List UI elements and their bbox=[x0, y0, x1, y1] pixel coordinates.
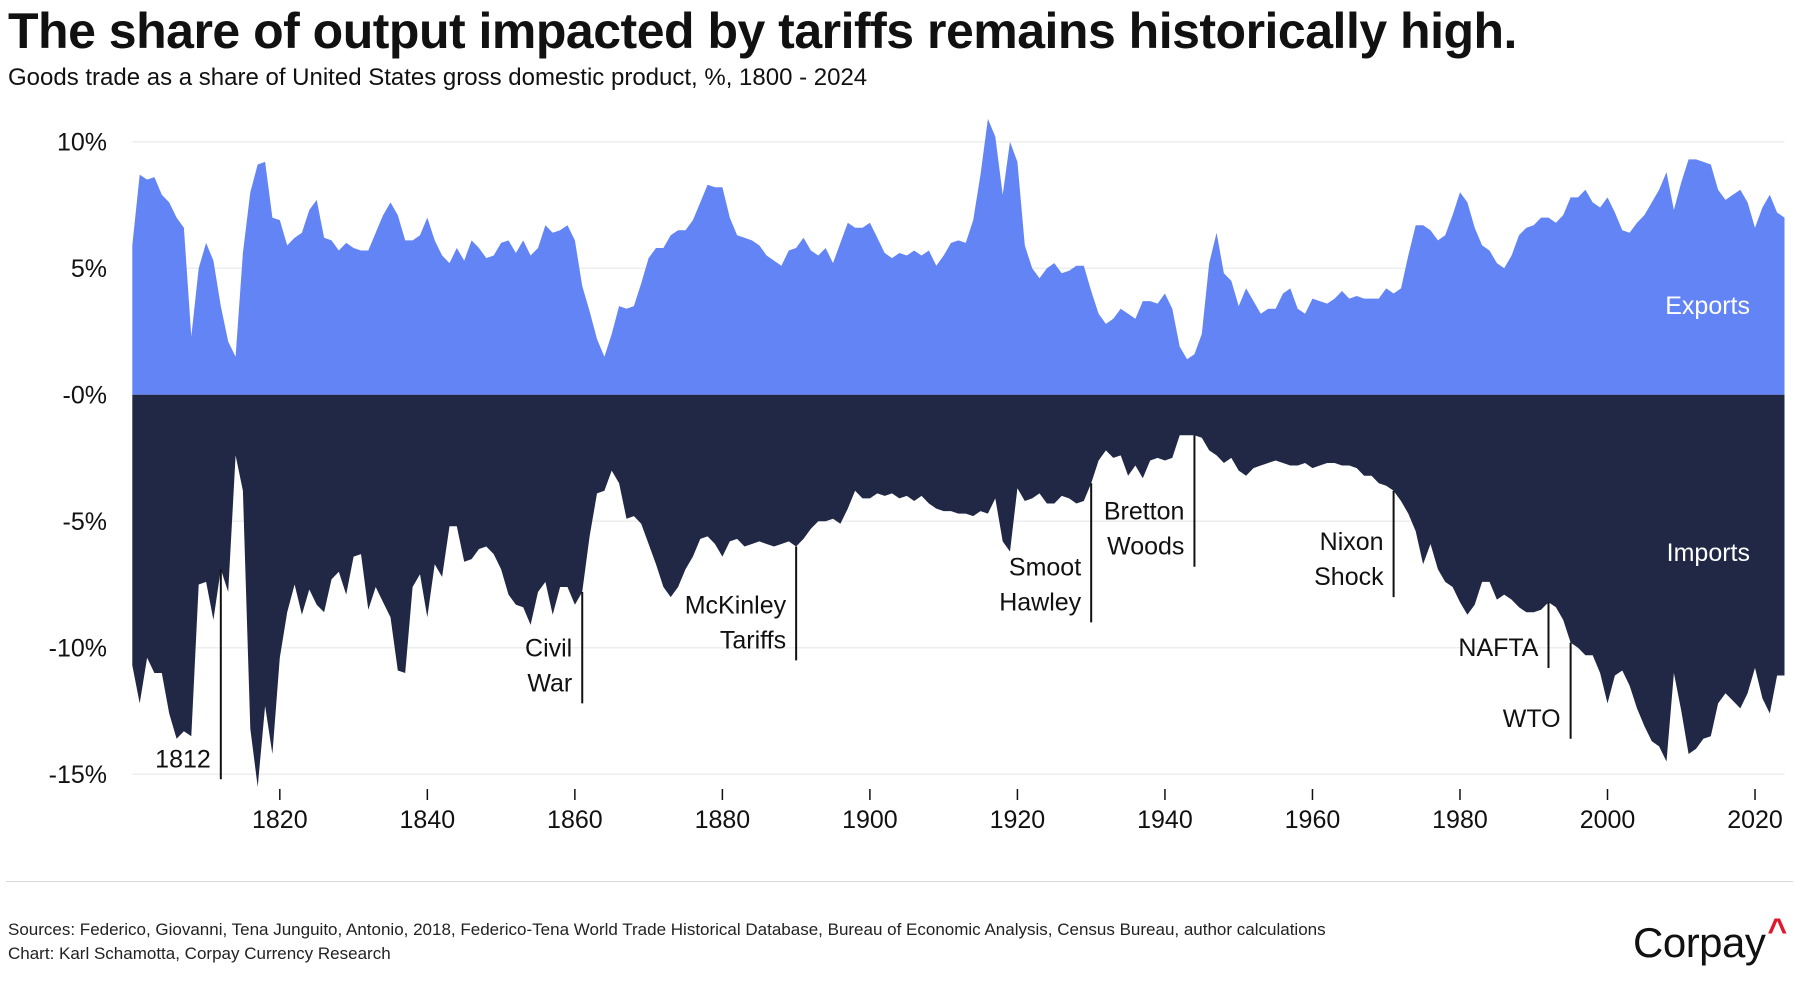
exports-area bbox=[132, 118, 1785, 395]
x-axis: 1820 1840 1860 1880 1900 1920 1940 1960 1980 2000… bbox=[252, 789, 1783, 834]
x-tick-label: 1880 bbox=[695, 806, 751, 834]
corpay-logo: Corpay^ bbox=[1633, 912, 1787, 967]
trade-area-chart: 10% 5% -0% -5% -10% -15% 1820 1840 1860 1880 1900… bbox=[49, 118, 1785, 834]
imports-area bbox=[132, 394, 1785, 787]
annotations: 1812 Civil War McKinley Tariffs Smoot Hawley Br… bbox=[155, 435, 1572, 780]
x-tick-label: 1940 bbox=[1137, 806, 1193, 834]
sources-note: Sources: Federico, Giovanni, Tena Jungui… bbox=[8, 920, 1326, 939]
series-labels: Exports Imports bbox=[1665, 292, 1750, 567]
annotation-label-1812: 1812 bbox=[155, 745, 211, 773]
y-tick-label: 10% bbox=[57, 129, 107, 157]
chart-credit: Chart: Karl Schamotta, Corpay Currency R… bbox=[8, 944, 391, 963]
annotation-label-smoot-hawley: Hawley bbox=[999, 588, 1081, 616]
y-tick-label: -5% bbox=[63, 508, 107, 536]
caret-icon: ^ bbox=[1767, 912, 1787, 950]
x-tick-label: 1900 bbox=[842, 806, 898, 834]
x-tick-label: 1860 bbox=[547, 806, 603, 834]
footer-divider bbox=[6, 881, 1793, 882]
annotation-label-smoot-hawley: Smoot bbox=[1009, 553, 1081, 581]
annotation-label-nixon-shock: Nixon bbox=[1320, 528, 1384, 556]
annotation-label-civil-war: Civil bbox=[525, 634, 572, 662]
y-tick-label: -0% bbox=[63, 382, 107, 410]
annotation-label-nafta: NAFTA bbox=[1458, 634, 1538, 662]
exports-label: Exports bbox=[1665, 292, 1750, 320]
annotation-label-mckinley-tariffs: Tariffs bbox=[720, 626, 786, 654]
imports-label: Imports bbox=[1667, 539, 1750, 567]
y-axis: 10% 5% -0% -5% -10% -15% bbox=[49, 129, 107, 790]
annotation-label-bretton-woods: Bretton bbox=[1104, 498, 1185, 526]
area-series bbox=[132, 118, 1785, 787]
annotation-label-bretton-woods: Woods bbox=[1107, 533, 1184, 561]
x-tick-label: 1920 bbox=[990, 806, 1046, 834]
chart-subtitle: Goods trade as a share of United States … bbox=[8, 64, 868, 91]
x-tick-label: 2000 bbox=[1580, 806, 1636, 834]
x-tick-label: 1980 bbox=[1432, 806, 1488, 834]
x-tick-label: 1840 bbox=[400, 806, 456, 834]
logo-text: Corpay bbox=[1633, 919, 1766, 966]
y-tick-label: -15% bbox=[49, 761, 107, 789]
annotation-label-wto: WTO bbox=[1503, 705, 1561, 733]
y-tick-label: -10% bbox=[49, 635, 107, 663]
chart-title: The share of output impacted by tariffs … bbox=[8, 3, 1517, 59]
annotation-label-civil-war: War bbox=[527, 669, 572, 697]
y-tick-label: 5% bbox=[71, 255, 107, 283]
x-tick-label: 2020 bbox=[1727, 806, 1783, 834]
annotation-label-nixon-shock: Shock bbox=[1314, 563, 1384, 591]
x-tick-label: 1820 bbox=[252, 806, 308, 834]
annotation-label-mckinley-tariffs: McKinley bbox=[685, 591, 787, 619]
x-tick-label: 1960 bbox=[1285, 806, 1341, 834]
